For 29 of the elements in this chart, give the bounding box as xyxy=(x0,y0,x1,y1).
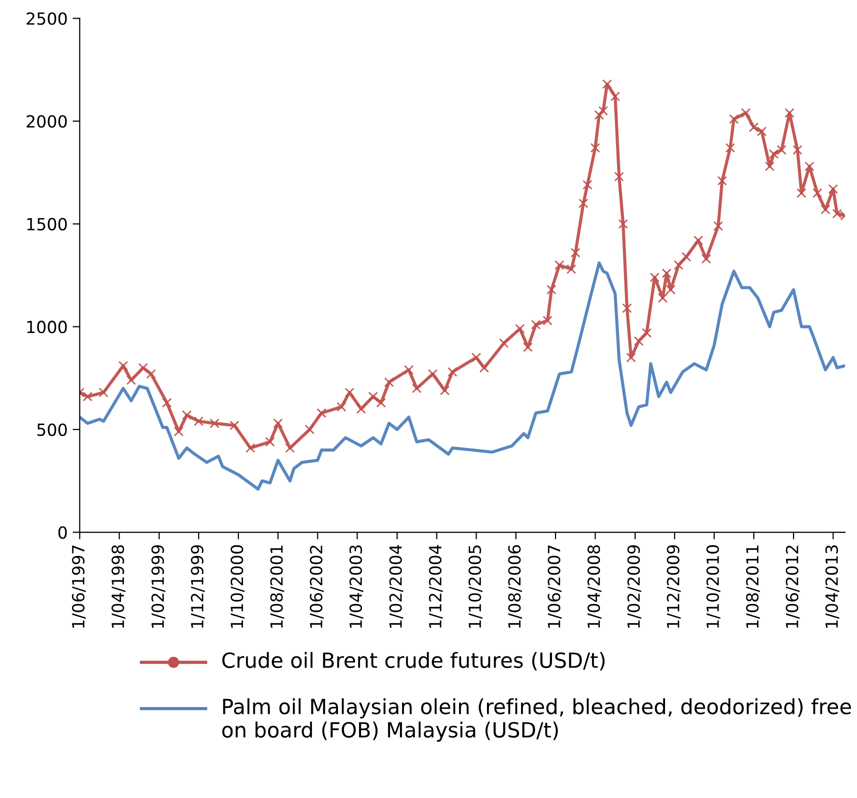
x-tick-label: 1/04/2013 xyxy=(825,545,840,628)
x-tick-label: 1/12/1999 xyxy=(190,545,205,628)
x-tick-label: 1/12/2009 xyxy=(666,545,681,628)
y-tick-label: 0 xyxy=(58,526,67,539)
x-tick-label: 1/04/2003 xyxy=(349,545,364,628)
x-tick-label: 1/08/2011 xyxy=(746,546,760,628)
x-tick-label: 1/08/2006 xyxy=(508,545,522,628)
x-tick-label: 1/12/2004 xyxy=(428,545,443,628)
x-tick-label: 1/06/2002 xyxy=(310,546,324,628)
x-tick-label: 1/02/2009 xyxy=(627,545,642,628)
y-tick-label: 2500 xyxy=(26,12,67,25)
x-tick-label: 1/02/1999 xyxy=(151,545,166,628)
x-tick-label: 1/06/1997 xyxy=(72,545,86,628)
y-tick-label: 1000 xyxy=(27,320,67,334)
x-tick-label: 1/10/2010 xyxy=(706,545,720,628)
y-tick-label: 500 xyxy=(37,423,67,436)
legend-label: Palm oil Malaysian olein (refined, bleached, deodorized) free on board (FOB) Malaysia (USD/t) xyxy=(222,698,851,742)
x-tick-label: 1/10/2000 xyxy=(230,545,245,628)
y-tick-label: 2000 xyxy=(26,115,67,128)
x-tick-label: 1/04/2008 xyxy=(587,545,602,628)
line-series xyxy=(80,261,845,491)
x-tick-label: 1/06/2012 xyxy=(786,546,800,628)
x-tick-label: 1/08/2001 xyxy=(270,546,284,628)
x-tick-label: 1/04/1998 xyxy=(112,545,126,628)
x-tick-label: 1/02/2004 xyxy=(389,545,404,628)
y-tick-label: 1500 xyxy=(27,218,67,230)
legend-label: Crude oil Brent crude futures (USD/t) xyxy=(222,652,605,671)
x-tick-label: 1/06/2007 xyxy=(548,545,562,628)
x-tick-label: 1/10/2005 xyxy=(468,546,482,628)
